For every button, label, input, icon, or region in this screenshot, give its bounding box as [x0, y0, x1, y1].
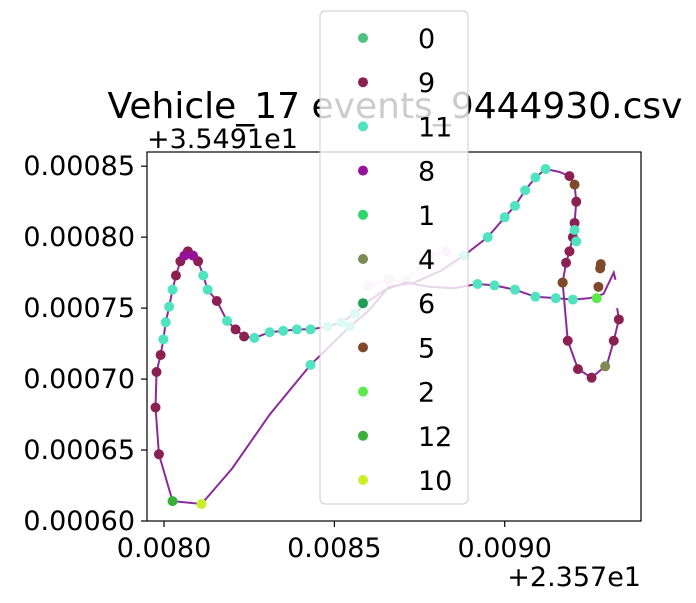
y-offset-label: +3.5491e1 — [147, 124, 298, 155]
data-point-series-11 — [160, 317, 171, 328]
data-point-series-9 — [211, 296, 222, 307]
legend-label: 2 — [418, 378, 435, 409]
data-point-series-5 — [593, 281, 604, 292]
legend-label: 5 — [418, 333, 435, 364]
legend-label: 11 — [418, 112, 452, 143]
data-point-series-12 — [167, 496, 178, 507]
data-point-series-11 — [567, 294, 578, 305]
legend-label: 0 — [418, 24, 435, 55]
data-point-series-11 — [264, 327, 275, 338]
legend-marker — [358, 298, 368, 309]
x-offset-label: +2.357e1 — [507, 562, 641, 593]
data-point-series-9 — [572, 364, 583, 375]
data-point-series-11 — [158, 334, 169, 345]
legend-marker — [358, 77, 368, 88]
legend-marker — [358, 430, 368, 441]
data-point-series-9 — [569, 217, 580, 228]
legend-marker — [358, 475, 368, 485]
data-point-series-11 — [482, 232, 493, 243]
data-point-series-9 — [562, 335, 573, 346]
data-point-series-11 — [520, 185, 531, 196]
data-point-series-11 — [291, 324, 302, 335]
y-tick-label: 0.00060 — [23, 506, 135, 537]
legend-marker — [358, 33, 368, 43]
x-tick-label: 0.0090 — [457, 533, 551, 564]
data-point-series-11 — [530, 291, 541, 302]
data-point-series-9 — [151, 366, 162, 377]
data-point-series-11 — [167, 284, 178, 295]
y-tick-label: 0.00070 — [23, 364, 135, 395]
legend-label: 4 — [418, 245, 435, 276]
data-point-series-11 — [305, 324, 316, 335]
data-point-series-9 — [239, 331, 250, 342]
data-point-series-11 — [550, 293, 561, 304]
data-point-series-11 — [202, 284, 213, 295]
x-tick-label: 0.0080 — [117, 533, 211, 564]
data-point-series-9 — [230, 324, 241, 335]
data-point-series-9 — [608, 335, 619, 346]
data-point-series-11 — [278, 325, 289, 336]
data-point-series-9 — [153, 449, 164, 460]
data-point-series-11 — [569, 225, 580, 236]
data-point-series-5 — [595, 259, 606, 270]
x-tick-label: 0.0085 — [287, 533, 381, 564]
y-tick-label: 0.00080 — [23, 222, 135, 253]
data-point-series-8 — [179, 250, 190, 261]
legend-box — [319, 10, 469, 505]
data-point-series-11 — [164, 301, 175, 312]
data-point-series-11 — [489, 280, 500, 291]
data-point-series-4 — [600, 361, 611, 372]
data-point-series-11 — [222, 315, 233, 326]
data-point-series-9 — [150, 402, 161, 413]
data-point-series-9 — [561, 257, 572, 268]
data-point-series-11 — [249, 332, 260, 343]
data-point-series-11 — [499, 212, 510, 223]
data-point-series-5 — [557, 277, 568, 288]
legend-label: 9 — [418, 68, 435, 99]
legend-label: 8 — [418, 157, 435, 188]
legend-label: 6 — [418, 289, 435, 320]
legend-marker — [358, 386, 368, 397]
data-point-series-5 — [569, 179, 580, 190]
legend-label: 12 — [418, 422, 452, 453]
y-tick-label: 0.00065 — [23, 435, 135, 466]
y-tick-label: 0.00075 — [23, 293, 135, 324]
legend-label: 10 — [418, 466, 452, 497]
data-point-series-10 — [196, 498, 207, 509]
data-point-series-2 — [591, 293, 602, 304]
data-point-series-11 — [305, 359, 316, 370]
data-point-series-9 — [564, 171, 575, 182]
data-point-series-9 — [564, 246, 575, 257]
data-point-series-11 — [530, 172, 541, 183]
data-point-series-11 — [571, 236, 582, 247]
y-tick-label: 0.00085 — [23, 151, 135, 182]
data-point-series-9 — [613, 314, 624, 325]
data-point-series-11 — [509, 200, 520, 211]
legend-marker — [358, 342, 368, 353]
data-point-series-9 — [586, 372, 597, 383]
data-point-series-11 — [509, 284, 520, 295]
legend-label: 1 — [418, 201, 435, 232]
data-point-series-11 — [472, 278, 483, 289]
legend-marker — [358, 254, 368, 264]
data-point-series-8 — [187, 250, 198, 261]
legend-marker — [358, 209, 368, 220]
legend-marker — [358, 165, 368, 176]
legend: 0 9 11 8 1 4 6 5 2 12 10 — [319, 10, 469, 505]
data-point-series-9 — [155, 349, 166, 360]
axes: 0.0080 0.0085 0.0090 0.00060 0.00065 0.00070 0… — [23, 151, 642, 564]
data-point-series-9 — [571, 196, 582, 207]
data-point-series-11 — [198, 270, 209, 281]
legend-marker — [358, 121, 368, 132]
data-point-series-9 — [170, 270, 181, 281]
data-point-series-11 — [540, 164, 551, 175]
